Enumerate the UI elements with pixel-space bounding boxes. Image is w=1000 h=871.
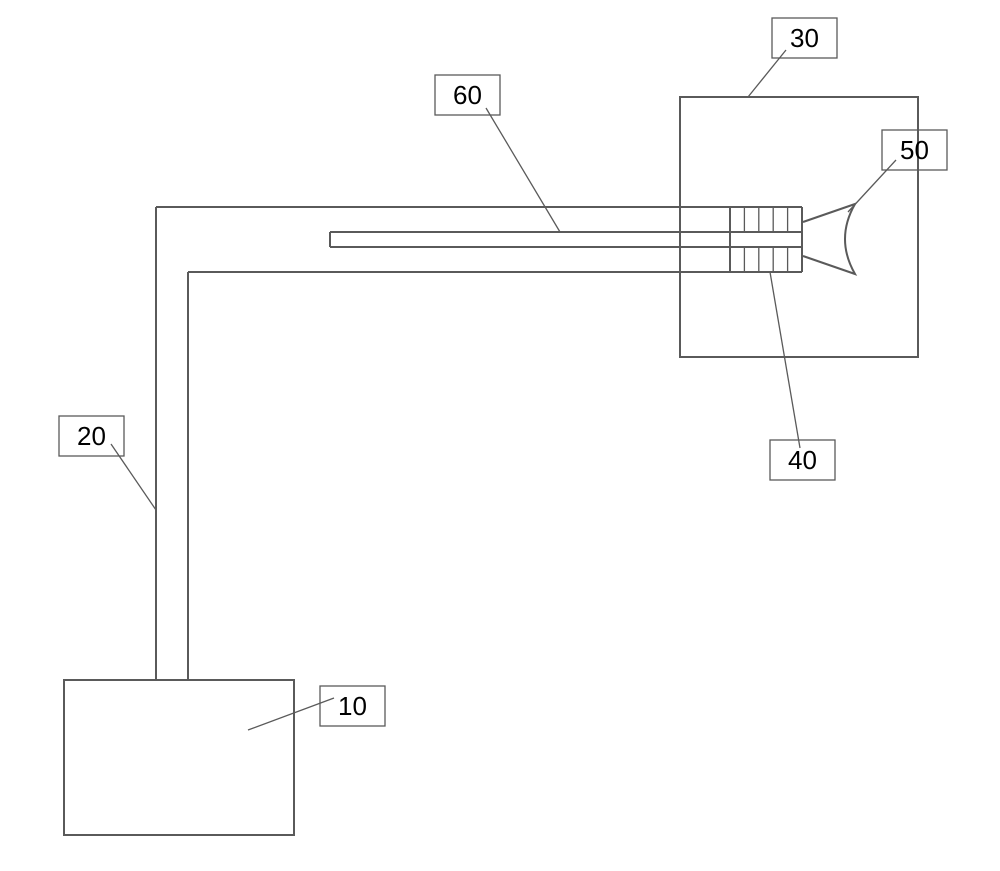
label-text: 30 <box>790 23 819 53</box>
leader-l40 <box>770 272 800 448</box>
leader-l60 <box>486 108 560 232</box>
block-10 <box>64 680 294 835</box>
label-text: 10 <box>338 691 367 721</box>
leader-l20 <box>111 444 156 510</box>
label-text: 40 <box>788 445 817 475</box>
label-text: 50 <box>900 135 929 165</box>
leader-l50 <box>848 160 896 212</box>
nozzle-50 <box>803 204 855 274</box>
label-text: 20 <box>77 421 106 451</box>
diagram-canvas: 10 20 30 40 50 60 <box>0 0 1000 871</box>
leader-l30 <box>748 50 786 97</box>
leader-l10 <box>248 698 334 730</box>
label-text: 60 <box>453 80 482 110</box>
